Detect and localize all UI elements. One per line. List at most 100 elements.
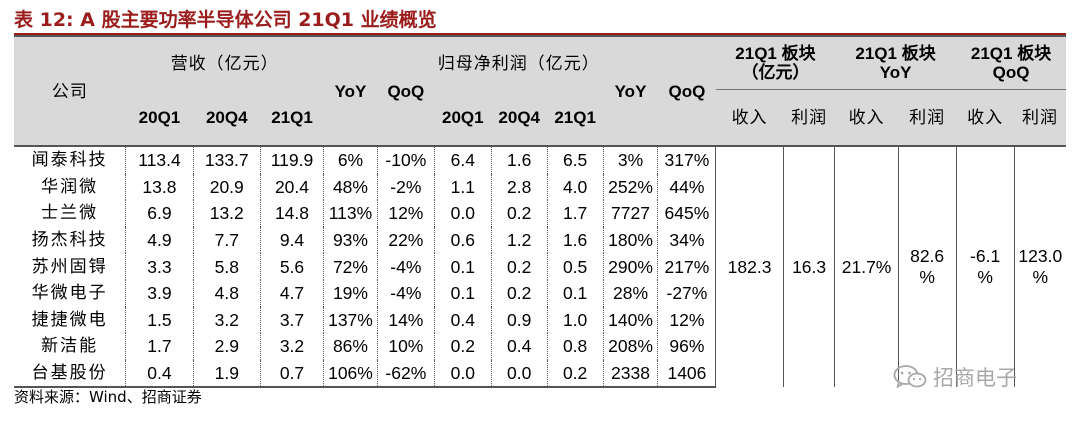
profit-21q1-cell: 1.7: [547, 200, 603, 227]
sector-profit-qoq-cell: 123.0%: [1014, 146, 1066, 387]
header-yoy-revenue: 收入: [835, 90, 898, 147]
revenue-21q1-cell: 14.8: [260, 200, 323, 227]
header-yoy-profit: 利润: [898, 90, 956, 147]
company-cell: 台基股份: [14, 360, 126, 388]
revenue-20q1-cell: 6.9: [126, 200, 193, 227]
profit-20q1-cell: 0.0: [434, 200, 491, 227]
profit-qoq-cell: 217%: [658, 253, 716, 280]
profit-yoy-cell: 140%: [603, 307, 658, 334]
revenue-yoy-cell: 6%: [324, 146, 378, 174]
revenue-yoy-cell: 72%: [324, 253, 378, 280]
profit-20q4-cell: 2.8: [491, 174, 547, 201]
revenue-20q4-cell: 3.2: [193, 307, 260, 334]
header-revenue-qoq: QoQ: [377, 36, 434, 146]
profit-20q4-cell: 0.2: [491, 253, 547, 280]
profit-20q1-cell: 0.4: [434, 307, 491, 334]
sector-profit-yoy-cell: 82.6%: [898, 146, 956, 387]
revenue-21q1-cell: 5.6: [260, 253, 323, 280]
profit-21q1-cell: 0.8: [547, 333, 603, 360]
company-cell: 新洁能: [14, 333, 126, 360]
profit-yoy-cell: 290%: [603, 253, 658, 280]
wechat-icon: [893, 364, 927, 390]
header-sector-size: 21Q1 板块（亿元）: [716, 36, 835, 90]
profit-21q1-cell: 4.0: [547, 174, 603, 201]
sector-revenue-cell: 182.3: [716, 146, 783, 387]
profit-yoy-cell: 208%: [603, 333, 658, 360]
profit-20q4-cell: 0.0: [491, 360, 547, 388]
sector-profit-qoq-unit: %: [1033, 267, 1049, 287]
profit-yoy-cell: 2338: [603, 360, 658, 388]
revenue-20q4-cell: 133.7: [193, 146, 260, 174]
profit-20q1-cell: 0.6: [434, 227, 491, 254]
header-profit-yoy: YoY: [603, 36, 658, 146]
revenue-20q1-cell: 1.5: [126, 307, 193, 334]
profit-qoq-cell: 317%: [658, 146, 716, 174]
revenue-21q1-cell: 3.7: [260, 307, 323, 334]
profit-qoq-cell: 34%: [658, 227, 716, 254]
profit-20q1-cell: 0.0: [434, 360, 491, 388]
company-cell: 闻泰科技: [14, 146, 126, 174]
header-np-21q1: 21Q1: [547, 90, 603, 147]
revenue-21q1-cell: 9.4: [260, 227, 323, 254]
header-size-revenue: 收入: [716, 90, 783, 147]
profit-20q1-cell: 0.1: [434, 280, 491, 307]
profit-20q1-cell: 0.2: [434, 333, 491, 360]
revenue-21q1-cell: 0.7: [260, 360, 323, 388]
performance-table: 公司 营收（亿元） YoY QoQ 归母净利润（亿元） YoY QoQ 21Q1…: [14, 35, 1066, 388]
profit-yoy-cell: 252%: [603, 174, 658, 201]
revenue-20q4-cell: 2.9: [193, 333, 260, 360]
header-size-profit: 利润: [783, 90, 835, 147]
revenue-yoy-cell: 48%: [324, 174, 378, 201]
profit-qoq-cell: -27%: [658, 280, 716, 307]
company-cell: 扬杰科技: [14, 227, 126, 254]
revenue-20q4-cell: 20.9: [193, 174, 260, 201]
header-np-20q1: 20Q1: [434, 90, 491, 147]
revenue-20q4-cell: 4.8: [193, 280, 260, 307]
profit-20q4-cell: 0.2: [491, 200, 547, 227]
revenue-qoq-cell: -2%: [377, 174, 434, 201]
revenue-qoq-cell: -4%: [377, 280, 434, 307]
header-qoq-profit: 利润: [1014, 90, 1066, 147]
profit-yoy-cell: 3%: [603, 146, 658, 174]
revenue-20q1-cell: 4.9: [126, 227, 193, 254]
revenue-20q4-cell: 13.2: [193, 200, 260, 227]
header-revenue-yoy: YoY: [324, 36, 378, 146]
profit-21q1-cell: 0.1: [547, 280, 603, 307]
revenue-21q1-cell: 4.7: [260, 280, 323, 307]
header-profit-group: 归母净利润（亿元）: [434, 36, 603, 90]
sector-revenue-qoq-unit: %: [977, 267, 993, 287]
header-rev-21q1: 21Q1: [260, 90, 323, 147]
revenue-20q1-cell: 3.9: [126, 280, 193, 307]
revenue-yoy-cell: 86%: [324, 333, 378, 360]
profit-20q4-cell: 1.6: [491, 146, 547, 174]
profit-21q1-cell: 0.5: [547, 253, 603, 280]
revenue-21q1-cell: 119.9: [260, 146, 323, 174]
revenue-20q4-cell: 7.7: [193, 227, 260, 254]
sector-profit-yoy-value: 82.6: [910, 246, 944, 266]
revenue-21q1-cell: 3.2: [260, 333, 323, 360]
header-sector-yoy: 21Q1 板块 YoY: [835, 36, 956, 90]
revenue-qoq-cell: 22%: [377, 227, 434, 254]
profit-21q1-cell: 1.6: [547, 227, 603, 254]
profit-qoq-cell: 645%: [658, 200, 716, 227]
company-cell: 华微电子: [14, 280, 126, 307]
profit-yoy-cell: 7727: [603, 200, 658, 227]
revenue-20q4-cell: 5.8: [193, 253, 260, 280]
profit-20q1-cell: 6.4: [434, 146, 491, 174]
profit-20q4-cell: 1.2: [491, 227, 547, 254]
revenue-20q1-cell: 113.4: [126, 146, 193, 174]
header-revenue-group: 营收（亿元）: [126, 36, 324, 90]
revenue-20q1-cell: 0.4: [126, 360, 193, 388]
revenue-yoy-cell: 106%: [324, 360, 378, 388]
header-rev-20q1: 20Q1: [126, 90, 193, 147]
header-rev-20q4: 20Q4: [193, 90, 260, 147]
revenue-qoq-cell: -4%: [377, 253, 434, 280]
sector-revenue-qoq-value: -6.1: [970, 246, 1000, 266]
profit-21q1-cell: 6.5: [547, 146, 603, 174]
revenue-20q1-cell: 1.7: [126, 333, 193, 360]
header-qoq-revenue: 收入: [956, 90, 1014, 147]
header-sector-qoq: 21Q1 板块 QoQ: [956, 36, 1066, 90]
company-cell: 苏州固锝: [14, 253, 126, 280]
revenue-qoq-cell: 12%: [377, 200, 434, 227]
profit-21q1-cell: 1.0: [547, 307, 603, 334]
